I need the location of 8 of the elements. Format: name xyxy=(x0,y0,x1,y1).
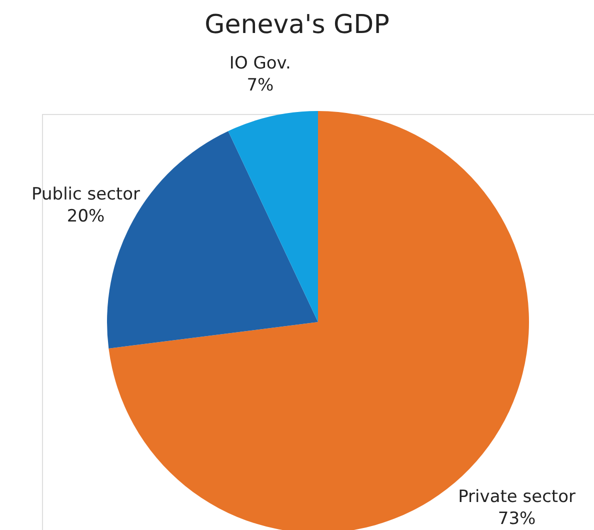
pie-slice xyxy=(228,111,318,322)
chart-title: Geneva's GDP xyxy=(204,10,390,40)
slice-label: IO Gov. xyxy=(229,53,291,74)
data-label: 20% xyxy=(66,206,105,226)
slice-label: Public sector xyxy=(32,184,140,204)
data-label: 73% xyxy=(498,509,536,530)
slice-label: Private sector xyxy=(458,487,576,508)
data-label: 7% xyxy=(246,75,274,96)
